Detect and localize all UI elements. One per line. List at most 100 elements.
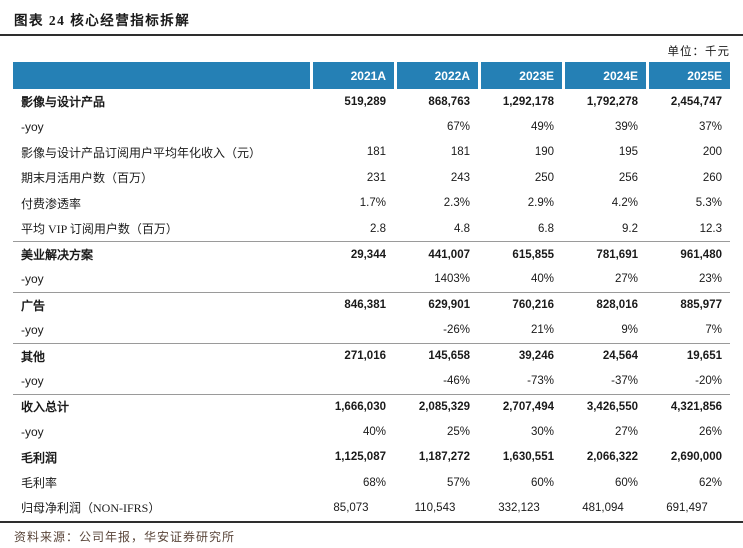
table-row: 归母净利润（NON-IFRS） 85,073 110,543 332,123 481,0… xyxy=(13,495,730,520)
cell-value: 19,651 xyxy=(686,350,722,363)
cell-value: 6.8 xyxy=(538,222,554,235)
table-row: 毛利润 1,125,087 1,187,272 1,630,551 2,066,322 2… xyxy=(13,444,730,469)
cell-value: 145,658 xyxy=(428,350,470,363)
header-cell-2025E: 2025E xyxy=(646,62,730,89)
table-row: -yoy -46% -73% -37% -20% xyxy=(13,368,730,393)
cell-value: 828,016 xyxy=(596,299,638,312)
cell-value: 181 xyxy=(366,146,386,159)
cell-value: 231 xyxy=(366,171,386,184)
cell-value: 1,292,178 xyxy=(502,95,554,108)
cell-value: 24,564 xyxy=(602,350,638,363)
cell-value: 3,426,550 xyxy=(586,400,638,413)
header-cell-2024E: 2024E xyxy=(562,62,646,89)
cell-value: 243 xyxy=(450,171,470,184)
cell-value: 39% xyxy=(614,121,638,134)
unit-note: 单位：千元 xyxy=(667,46,730,58)
row-label: 收入总计 xyxy=(21,400,70,415)
cell-value: 2.8 xyxy=(370,222,386,235)
cell-value: 629,901 xyxy=(428,299,470,312)
header-cell-label xyxy=(13,62,310,89)
cell-value: 7% xyxy=(705,324,722,337)
row-label: -yoy xyxy=(21,424,44,439)
header-cell-2023E: 2023E xyxy=(478,62,562,89)
cell-value: 4.2% xyxy=(611,197,638,210)
cell-value: 200 xyxy=(702,146,722,159)
cell-value: 1.7% xyxy=(359,197,386,210)
cell-value: 9% xyxy=(621,324,638,337)
cell-value: 250 xyxy=(534,171,554,184)
cell-value: 4,321,856 xyxy=(670,400,722,413)
row-label: 影像与设计产品订阅用户平均年化收入（元） xyxy=(21,145,262,160)
cell-value: 30% xyxy=(530,425,554,438)
cell-value: 26% xyxy=(698,425,722,438)
cell-value: 2,085,329 xyxy=(418,400,470,413)
row-label: 美业解决方案 xyxy=(21,248,94,263)
cell-value: 332,123 xyxy=(498,501,540,514)
cell-value: 62% xyxy=(698,476,722,489)
cell-value: 2.3% xyxy=(443,197,470,210)
cell-value: -20% xyxy=(695,374,722,387)
row-label: 毛利率 xyxy=(21,476,58,491)
cell-value: 868,763 xyxy=(428,95,470,108)
cell-value: 29,344 xyxy=(350,248,386,261)
cell-value: 2,707,494 xyxy=(502,400,554,413)
cell-value: 39,246 xyxy=(518,350,554,363)
table-row: -yoy 40% 25% 30% 27% 26% xyxy=(13,419,730,444)
cell-value: 68% xyxy=(362,476,386,489)
table-row: 影像与设计产品 519,289 868,763 1,292,178 1,792,278 2… xyxy=(13,89,730,114)
cell-value: 519,289 xyxy=(344,95,386,108)
cell-value: 27% xyxy=(614,273,638,286)
cell-value: 271,016 xyxy=(344,350,386,363)
table-row: -yoy 1403% 40% 27% 23% xyxy=(13,267,730,292)
cell-value: 2.9% xyxy=(527,197,554,210)
cell-value: 4.8 xyxy=(454,222,470,235)
cell-value: 60% xyxy=(614,476,638,489)
cell-value: 1,125,087 xyxy=(334,451,386,464)
cell-value: 1403% xyxy=(434,273,470,286)
table-row: 影像与设计产品订阅用户平均年化收入（元） 181 181 190 195 200 xyxy=(13,140,730,165)
table-row: -yoy 67% 49% 39% 37% xyxy=(13,114,730,139)
cell-value: 441,007 xyxy=(428,248,470,261)
cell-value: -37% xyxy=(611,374,638,387)
cell-value: 481,094 xyxy=(582,501,624,514)
cell-value: 110,543 xyxy=(414,501,456,514)
cell-value: 615,855 xyxy=(512,248,554,261)
row-label: 期末月活用户数（百万） xyxy=(21,171,154,186)
cell-value: 760,216 xyxy=(512,299,554,312)
row-label: -yoy xyxy=(21,272,44,287)
cell-value: -73% xyxy=(527,374,554,387)
cell-value: 846,381 xyxy=(344,299,386,312)
table-row: 平均 VIP 订阅用户数（百万） 2.8 4.8 6.8 9.2 12.3 xyxy=(13,216,730,241)
cell-value: 195 xyxy=(618,146,638,159)
cell-value: 260 xyxy=(702,171,722,184)
row-label: 毛利润 xyxy=(21,450,58,465)
cell-value: 25% xyxy=(446,425,470,438)
row-label: -yoy xyxy=(21,323,44,338)
cell-value: 21% xyxy=(530,324,554,337)
cell-value: 2,690,000 xyxy=(670,451,722,464)
table-header-row: 2021A 2022A 2023E 2024E 2025E xyxy=(13,62,730,89)
cell-value: 12.3 xyxy=(699,222,722,235)
row-label: 影像与设计产品 xyxy=(21,95,106,110)
table-bottom-divider xyxy=(0,521,743,523)
table-row: 付费渗透率 1.7% 2.3% 2.9% 4.2% 5.3% xyxy=(13,191,730,216)
cell-value: 85,073 xyxy=(333,501,369,514)
metrics-table: 2021A 2022A 2023E 2024E 2025E 影像与设计产品 519,289… xyxy=(13,62,730,521)
row-label: -yoy xyxy=(21,373,44,388)
row-label: 付费渗透率 xyxy=(21,196,82,211)
cell-value: 37% xyxy=(698,121,722,134)
cell-value: 2,454,747 xyxy=(670,95,722,108)
cell-value: 885,977 xyxy=(680,299,722,312)
cell-value: 2,066,322 xyxy=(586,451,638,464)
cell-value: 57% xyxy=(446,476,470,489)
cell-value: 781,691 xyxy=(596,248,638,261)
row-label: 平均 VIP 订阅用户数（百万） xyxy=(21,222,178,237)
cell-value: 1,666,030 xyxy=(334,400,386,413)
cell-value: 60% xyxy=(530,476,554,489)
row-label: 其他 xyxy=(21,349,46,364)
cell-value: 49% xyxy=(530,121,554,134)
figure-title: 图表 24 核心经营指标拆解 xyxy=(14,13,191,28)
cell-value: 40% xyxy=(530,273,554,286)
cell-value: 181 xyxy=(450,146,470,159)
cell-value: 23% xyxy=(698,273,722,286)
